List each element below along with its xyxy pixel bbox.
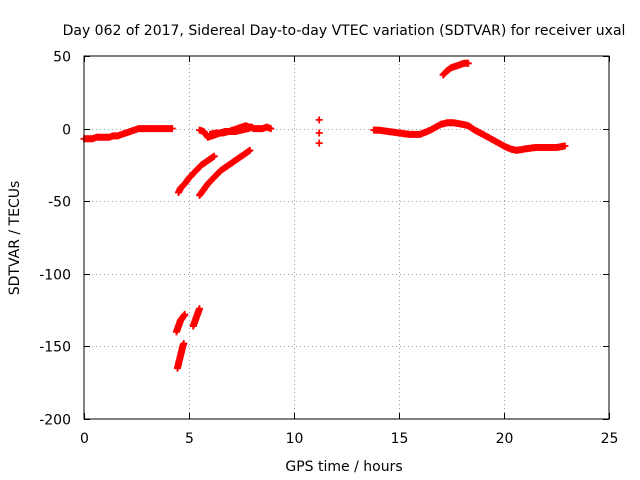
data-point bbox=[181, 311, 189, 318]
y-axis-label: SDTVAR / TECUs bbox=[7, 181, 23, 296]
y-tick-label: 0 bbox=[62, 123, 71, 139]
x-tick-label: 25 bbox=[601, 431, 619, 447]
x-axis-label: GPS time / hours bbox=[285, 459, 402, 475]
data-point bbox=[168, 125, 176, 133]
data-point bbox=[315, 129, 323, 137]
data-point bbox=[315, 139, 323, 147]
data-point bbox=[267, 125, 275, 133]
grid-layer bbox=[84, 56, 609, 419]
data-point bbox=[180, 340, 188, 347]
y-tick-label: -50 bbox=[48, 195, 71, 211]
x-tick-label: 15 bbox=[391, 431, 409, 447]
data-point bbox=[210, 152, 218, 160]
plot-frame bbox=[83, 55, 610, 420]
x-tick-label: 0 bbox=[80, 431, 89, 447]
data-point bbox=[315, 116, 323, 124]
y-tick-label: -200 bbox=[39, 413, 71, 429]
x-tick-label: 20 bbox=[496, 431, 514, 447]
data-point bbox=[246, 146, 254, 154]
data-points-layer bbox=[80, 59, 569, 372]
data-point bbox=[561, 142, 569, 150]
chart-title: Day 062 of 2017, Sidereal Day-to-day VTE… bbox=[63, 23, 626, 39]
x-tick-label: 5 bbox=[185, 431, 194, 447]
y-tick-label: -150 bbox=[39, 340, 71, 356]
y-tick-label: 50 bbox=[53, 50, 71, 66]
axis-labels-layer: 0 5 10 15 20 25 50 0 -50 -100 -150 -200 bbox=[39, 50, 618, 448]
data-point bbox=[464, 59, 472, 67]
data-point bbox=[196, 305, 203, 313]
x-tick-label: 10 bbox=[286, 431, 304, 447]
y-tick-label: -100 bbox=[39, 268, 71, 284]
tick-layer bbox=[84, 56, 610, 420]
data-point bbox=[248, 123, 256, 131]
